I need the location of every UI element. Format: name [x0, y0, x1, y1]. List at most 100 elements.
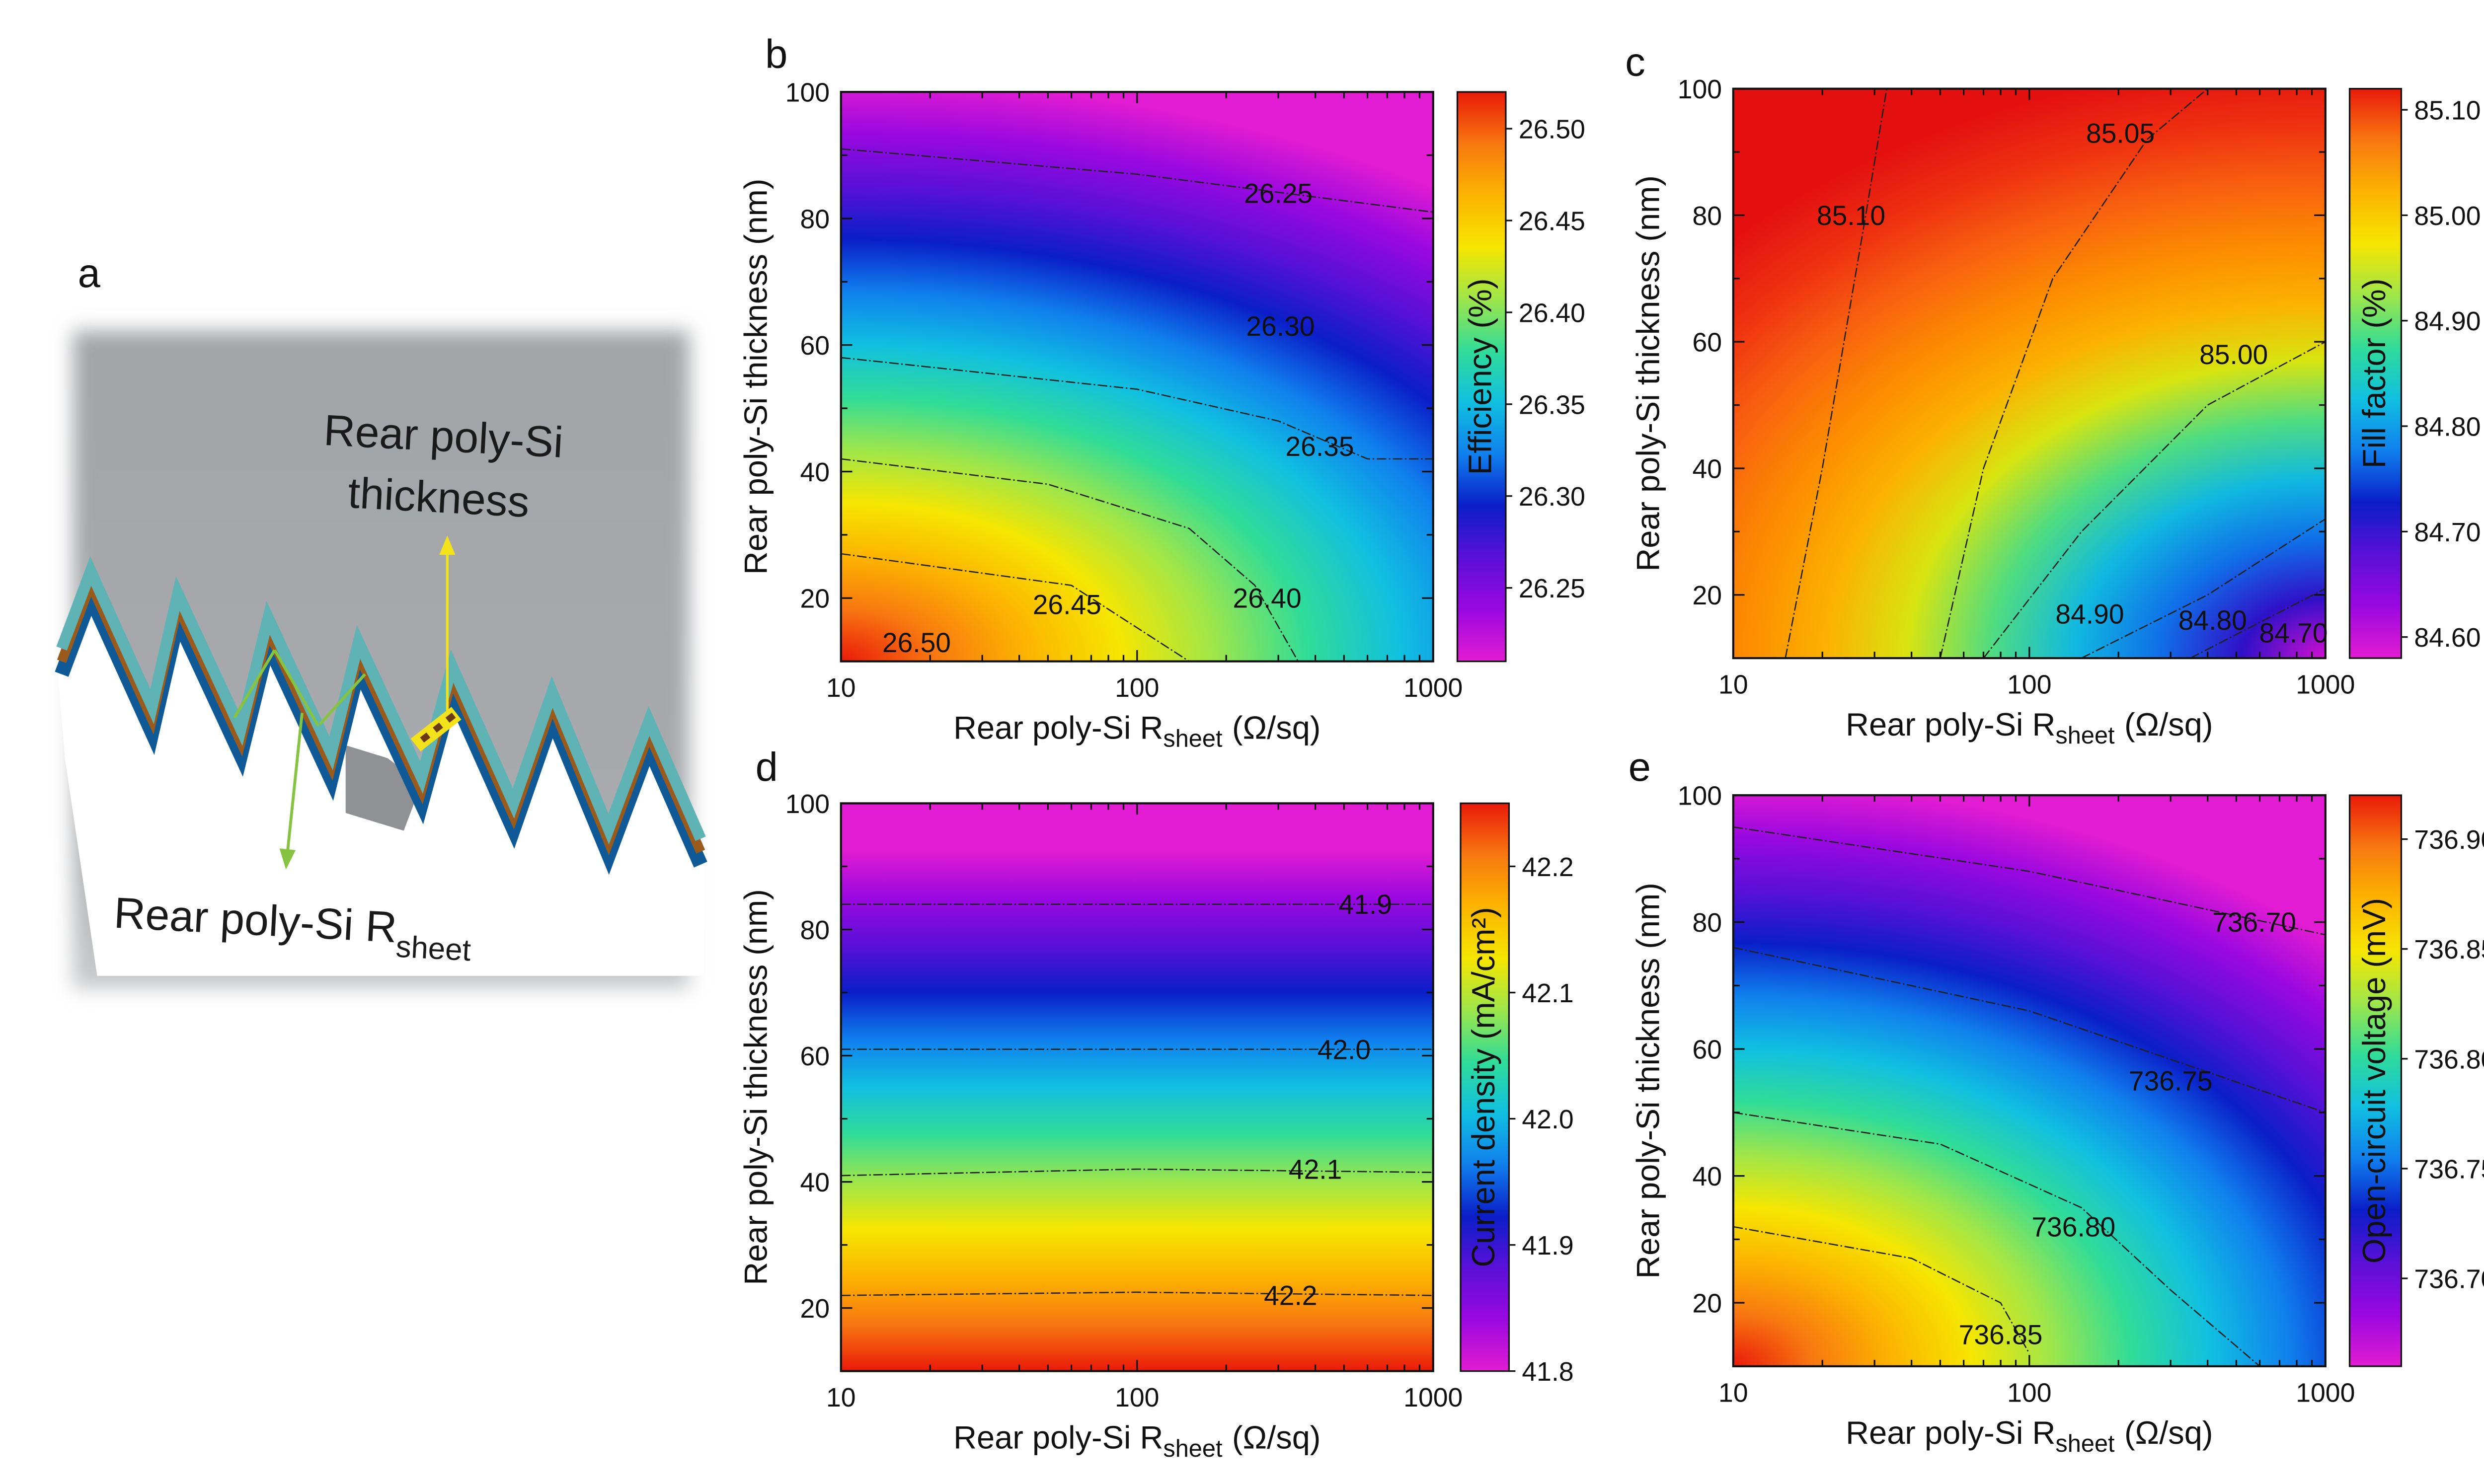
thickness-marker: [410, 707, 462, 751]
colorbar-tick-label: 736.70: [2414, 1264, 2484, 1294]
contour-label: 42.1: [1289, 1154, 1342, 1185]
contour-label: 42.2: [1264, 1280, 1317, 1311]
y-tick-label: 20: [800, 1294, 830, 1324]
panel-letter-b: b: [765, 32, 787, 76]
panel-d: 41.9 42.0 42.1 42.2 10 100 1000 20 40 60 80 100 Rear…: [737, 745, 1573, 1462]
colorbar: [1460, 802, 1510, 1372]
colorbar-tick-label: 26.25: [1519, 574, 1585, 603]
heatmap-fill: [1733, 88, 2326, 659]
rsheet-label-sub: sheet: [395, 930, 471, 968]
colorbar-tick-label: 736.75: [2414, 1154, 2484, 1184]
y-tick-label: 40: [800, 457, 830, 487]
contour-line-85.05: [1940, 88, 2208, 659]
contour-line-84.80: [2190, 588, 2326, 659]
contour-label: 736.80: [2031, 1211, 2115, 1242]
colorbar-title: Efficiency (%): [1462, 278, 1498, 475]
heatmap-fill: [1733, 795, 2326, 1366]
contour-label: 26.35: [1285, 431, 1354, 462]
y-axis-title: Rear poly-Si thickness (nm): [1630, 883, 1666, 1279]
panel-letter-a: a: [78, 251, 101, 296]
rsheet-arrows: [233, 649, 366, 870]
colorbar-tick-label: 26.45: [1519, 206, 1585, 236]
y-tick-label: 80: [1693, 201, 1722, 231]
x-tick-label: 100: [1115, 673, 1159, 703]
contour-label: 26.45: [1033, 589, 1101, 620]
contour-line-42.2: [841, 1291, 1433, 1296]
y-tick-label: 60: [1693, 1035, 1722, 1065]
contour-line-736.70: [1733, 826, 2326, 936]
panel-a-schematic: a Rear poly-Si thickness Re: [55, 251, 707, 989]
x-axis-title-main: Rear poly-Si R: [953, 1419, 1163, 1456]
y-axis-title: Rear poly-Si thickness (nm): [1630, 175, 1666, 572]
panel-b: 26.25 26.30 26.35 26.40 26.45 26.50 10 100 1000 2…: [737, 32, 1585, 752]
x-tick-label: 10: [1718, 670, 1748, 700]
contour-line-26.25: [841, 148, 1433, 213]
x-axis-title-unit: (Ω/sq): [2124, 706, 2213, 742]
contour-line-26.40: [841, 458, 1299, 662]
y-tick-label: 60: [800, 1041, 830, 1071]
x-axis-title: Rear poly-Si Rsheet (Ω/sq): [953, 710, 1320, 752]
contour-label: 26.25: [1244, 178, 1313, 209]
colorbar: [2348, 794, 2403, 1367]
x-axis-title-main: Rear poly-Si R: [1846, 706, 2055, 742]
contour-line-736.75: [1733, 947, 2326, 1113]
contact-block: [345, 745, 422, 831]
contour-label: 736.70: [2212, 907, 2296, 938]
y-tick-label: 20: [800, 584, 830, 614]
contour-label: 85.00: [2199, 339, 2268, 370]
contour-label: 84.70: [2259, 618, 2328, 649]
contour-line-26.35: [841, 357, 1433, 460]
y-tick-label: 40: [800, 1168, 830, 1197]
x-axis-title-sub: sheet: [2055, 1430, 2115, 1457]
x-tick-label: 100: [2007, 1378, 2051, 1408]
contour-label: 736.85: [1959, 1320, 2043, 1350]
contour-label: 41.9: [1338, 889, 1392, 920]
y-tick-label: 100: [785, 789, 830, 819]
x-tick-label: 1000: [2296, 1378, 2355, 1408]
x-axis-title-main: Rear poly-Si R: [1846, 1414, 2055, 1451]
contour-line-85.00: [1983, 341, 2326, 659]
x-axis-title-unit: (Ω/sq): [1232, 710, 1320, 746]
colorbar-title: Current density (mA/cm²): [1465, 907, 1501, 1267]
colorbar-tick-label: 84.70: [2414, 518, 2481, 547]
panel-letter-d: d: [756, 745, 778, 790]
x-axis-title-sub: sheet: [2055, 722, 2115, 749]
colorbar-tick-label: 736.80: [2414, 1044, 2484, 1074]
x-tick-label: 1000: [2296, 670, 2355, 700]
panel-letter-e: e: [1629, 745, 1651, 790]
contour-line-26.45: [841, 553, 1190, 662]
textured-layer-stack: [55, 556, 707, 875]
x-axis-title-sub: sheet: [1163, 1435, 1223, 1462]
contour-label: 736.75: [2129, 1066, 2213, 1097]
y-tick-label: 80: [1693, 908, 1722, 938]
colorbar-tick-label: 26.40: [1519, 298, 1585, 328]
x-axis-title: Rear poly-Si Rsheet (Ω/sq): [1846, 1414, 2213, 1457]
colorbar-tick-label: 85.10: [2414, 96, 2481, 126]
colorbar-tick-label: 26.35: [1519, 390, 1585, 420]
y-axis-title: Rear poly-Si thickness (nm): [737, 179, 774, 575]
contour-label: 42.0: [1318, 1034, 1371, 1065]
y-tick-label: 40: [1693, 454, 1722, 484]
colorbar: [2348, 88, 2403, 659]
colorbar-title: Open-circuit voltage (mV): [2356, 898, 2392, 1263]
contour-line-736.85: [1733, 1226, 2030, 1354]
panel-letter-c: c: [1625, 40, 1645, 85]
contour-label: 84.80: [2178, 605, 2247, 636]
contour-label: 84.90: [2055, 598, 2124, 629]
colorbar-tick-label: 736.90: [2414, 825, 2484, 855]
colorbar-tick-label: 41.9: [1522, 1231, 1573, 1261]
contour-label: 85.05: [2086, 118, 2155, 148]
colorbar-tick-label: 736.85: [2414, 935, 2484, 965]
x-axis-title-sub: sheet: [1163, 726, 1223, 752]
y-tick-label: 20: [1693, 581, 1722, 610]
y-tick-label: 80: [800, 204, 830, 234]
colorbar-tick-label: 26.50: [1519, 115, 1585, 145]
colorbar-tick-label: 42.1: [1522, 978, 1573, 1008]
y-tick-label: 80: [800, 915, 830, 945]
y-tick-label: 100: [785, 78, 830, 108]
heatmap-fill: [841, 92, 1433, 662]
colorbar-tick-label: 84.90: [2414, 306, 2481, 336]
y-axis-title: Rear poly-Si thickness (nm): [737, 889, 774, 1285]
